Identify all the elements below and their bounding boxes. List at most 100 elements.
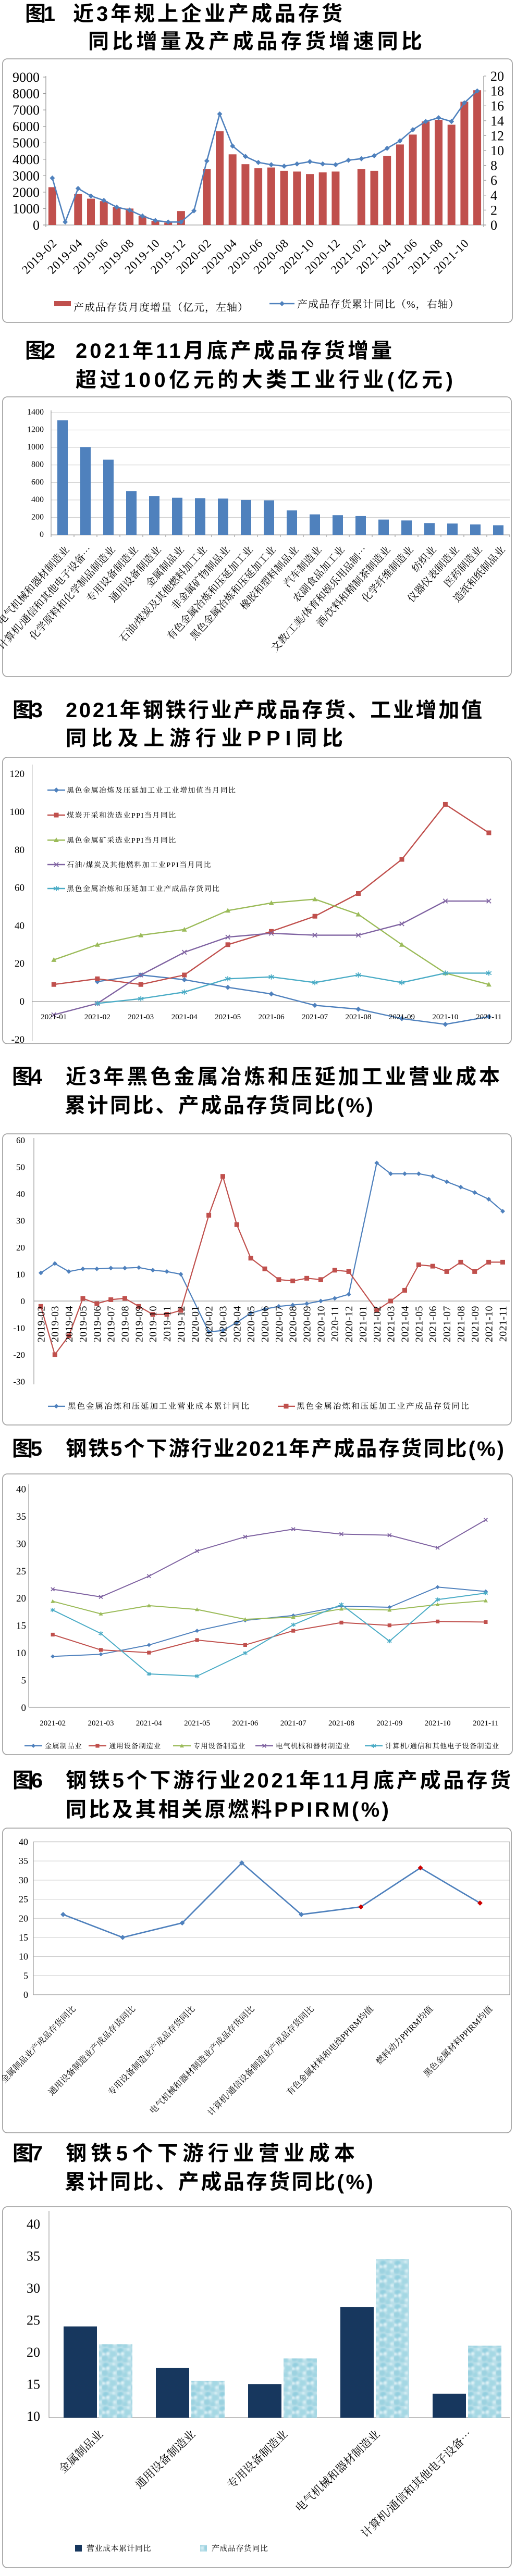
svg-text:图1: 图1 — [25, 0, 55, 27]
svg-text:2020-06: 2020-06 — [256, 1306, 272, 1342]
svg-text:2000: 2000 — [13, 182, 40, 201]
svg-text:钢铁5个下游行业2021年产成品存货同比(%): 钢铁5个下游行业2021年产成品存货同比(%) — [66, 1432, 504, 1462]
svg-text:产成品存货累计同比（%，右轴）: 产成品存货累计同比（%，右轴） — [297, 296, 460, 311]
svg-text:0: 0 — [21, 1700, 27, 1714]
svg-text:2021-09: 2021-09 — [389, 1011, 415, 1022]
svg-text:2019-03: 2019-03 — [46, 1306, 62, 1342]
svg-text:10: 10 — [16, 1267, 25, 1280]
svg-text:累计同比、产成品存货同比(%): 累计同比、产成品存货同比(%) — [65, 2165, 373, 2195]
svg-text:2020-10: 2020-10 — [312, 1306, 327, 1342]
svg-text:0: 0 — [20, 994, 25, 1008]
svg-text:2019-07: 2019-07 — [103, 1306, 118, 1342]
svg-text:2021-01: 2021-01 — [354, 1306, 370, 1342]
svg-text:20: 20 — [490, 66, 504, 85]
svg-text:100: 100 — [10, 804, 25, 818]
svg-text:专用设备制造业: 专用设备制造业 — [193, 1740, 245, 1750]
svg-text:2021-11: 2021-11 — [476, 1011, 501, 1022]
svg-text:10: 10 — [490, 140, 504, 159]
svg-text:2: 2 — [490, 199, 497, 219]
svg-text:图7: 图7 — [13, 2136, 43, 2167]
svg-text:2019-09: 2019-09 — [130, 1306, 145, 1342]
svg-text:2019-12: 2019-12 — [173, 1306, 188, 1342]
svg-text:同比及上游行业PPI同比: 同比及上游行业PPI同比 — [66, 721, 343, 752]
svg-text:2021-08: 2021-08 — [328, 1717, 354, 1728]
svg-text:18: 18 — [490, 81, 504, 100]
svg-text:同比及其相关原燃料PPIRM(%): 同比及其相关原燃料PPIRM(%) — [66, 1793, 389, 1823]
svg-text:累计同比、产成品存货同比(%): 累计同比、产成品存货同比(%) — [65, 1089, 373, 1119]
svg-text:2019-08: 2019-08 — [117, 1306, 132, 1342]
svg-text:图6: 图6 — [13, 1764, 43, 1794]
svg-text:超过100亿元的大类工业行业(亿元): 超过100亿元的大类工业行业(亿元) — [76, 363, 453, 393]
svg-text:金属制品业: 金属制品业 — [45, 1740, 82, 1750]
svg-text:0: 0 — [23, 1987, 28, 2001]
svg-text:2021-07: 2021-07 — [302, 1011, 328, 1022]
svg-text:黑色金属冶炼及压延加工业工业增加值当月同比: 黑色金属冶炼及压延加工业工业增加值当月同比 — [67, 785, 237, 795]
svg-text:2021-03: 2021-03 — [128, 1011, 154, 1022]
svg-text:1000: 1000 — [13, 198, 40, 217]
svg-text:10: 10 — [16, 1645, 26, 1659]
svg-text:近3年规上企业产成品存货: 近3年规上企业产成品存货 — [73, 0, 342, 27]
svg-text:8: 8 — [490, 155, 497, 174]
svg-text:2021-07: 2021-07 — [280, 1717, 306, 1728]
svg-text:2020-01: 2020-01 — [187, 1306, 202, 1342]
svg-text:2021-08: 2021-08 — [452, 1306, 468, 1342]
svg-text:黑色金属冶炼和压延加工业营业成本累计同比: 黑色金属冶炼和压延加工业营业成本累计同比 — [68, 1400, 250, 1411]
svg-text:2020-09: 2020-09 — [299, 1306, 314, 1342]
svg-text:80: 80 — [15, 842, 24, 856]
svg-text:40: 40 — [15, 918, 24, 932]
svg-text:40: 40 — [16, 1186, 25, 1199]
svg-text:50: 50 — [16, 1160, 25, 1173]
svg-text:2021-06: 2021-06 — [424, 1306, 439, 1342]
svg-text:2020-07: 2020-07 — [271, 1306, 286, 1342]
svg-text:产成品存货月度增量（亿元，左轴）: 产成品存货月度增量（亿元，左轴） — [73, 299, 249, 314]
svg-text:钢铁5个下游行业2021年11月底产成品存货: 钢铁5个下游行业2021年11月底产成品存货 — [66, 1764, 511, 1794]
svg-text:2020-08: 2020-08 — [285, 1306, 300, 1342]
svg-text:2021-03: 2021-03 — [383, 1306, 398, 1342]
svg-text:2020-05: 2020-05 — [242, 1306, 257, 1342]
svg-text:20: 20 — [15, 956, 24, 970]
svg-text:石油/煤炭及其他燃料加工业PPI当月同比: 石油/煤炭及其他燃料加工业PPI当月同比 — [67, 859, 212, 870]
svg-text:3000: 3000 — [13, 165, 40, 184]
svg-text:2021-10: 2021-10 — [425, 1717, 451, 1728]
svg-text:2021-04: 2021-04 — [397, 1306, 412, 1342]
svg-text:2019-06: 2019-06 — [89, 1306, 104, 1342]
svg-text:35: 35 — [27, 2246, 40, 2265]
svg-text:通用设备制造业: 通用设备制造业 — [109, 1740, 161, 1750]
svg-text:2021-05: 2021-05 — [410, 1306, 425, 1342]
svg-text:黑色金属矿采选业PPI当月同比: 黑色金属矿采选业PPI当月同比 — [67, 835, 177, 845]
svg-text:10: 10 — [27, 2406, 40, 2425]
svg-text:30: 30 — [19, 1873, 28, 1886]
svg-text:14: 14 — [490, 110, 504, 130]
svg-text:2019-10: 2019-10 — [144, 1306, 159, 1342]
svg-text:4000: 4000 — [13, 149, 40, 168]
svg-text:2021-07: 2021-07 — [438, 1306, 453, 1342]
svg-text:60: 60 — [16, 1133, 25, 1146]
svg-text:-30: -30 — [13, 1374, 25, 1387]
svg-text:2021-05: 2021-05 — [184, 1717, 210, 1728]
svg-text:7000: 7000 — [13, 99, 40, 119]
svg-text:2021-09: 2021-09 — [376, 1717, 402, 1728]
svg-text:2021-11: 2021-11 — [495, 1306, 510, 1342]
svg-text:40: 40 — [27, 2214, 40, 2233]
svg-text:30: 30 — [16, 1214, 25, 1227]
svg-text:-20: -20 — [11, 1032, 24, 1046]
svg-text:煤炭开采和洗选业PPI当月同比: 煤炭开采和洗选业PPI当月同比 — [67, 810, 177, 820]
svg-text:15: 15 — [19, 1930, 28, 1944]
svg-text:2020-04: 2020-04 — [228, 1306, 243, 1342]
svg-text:8000: 8000 — [13, 83, 40, 103]
svg-text:2021-02: 2021-02 — [84, 1011, 110, 1022]
svg-text:2021-01: 2021-01 — [41, 1011, 67, 1022]
svg-text:2019-11: 2019-11 — [158, 1306, 174, 1342]
svg-text:0: 0 — [40, 528, 44, 540]
svg-text:0: 0 — [21, 1294, 26, 1307]
svg-text:40: 40 — [19, 1835, 28, 1848]
svg-text:2019-02: 2019-02 — [32, 1306, 47, 1342]
svg-text:2021年钢铁行业产成品存货、工业增加值: 2021年钢铁行业产成品存货、工业增加值 — [66, 693, 482, 723]
svg-text:1000: 1000 — [27, 440, 44, 452]
svg-text:60: 60 — [15, 880, 24, 894]
svg-text:6000: 6000 — [13, 116, 40, 135]
svg-text:20: 20 — [19, 1911, 28, 1924]
svg-text:0: 0 — [33, 215, 40, 234]
svg-text:25: 25 — [16, 1564, 26, 1578]
svg-text:200: 200 — [31, 510, 44, 522]
